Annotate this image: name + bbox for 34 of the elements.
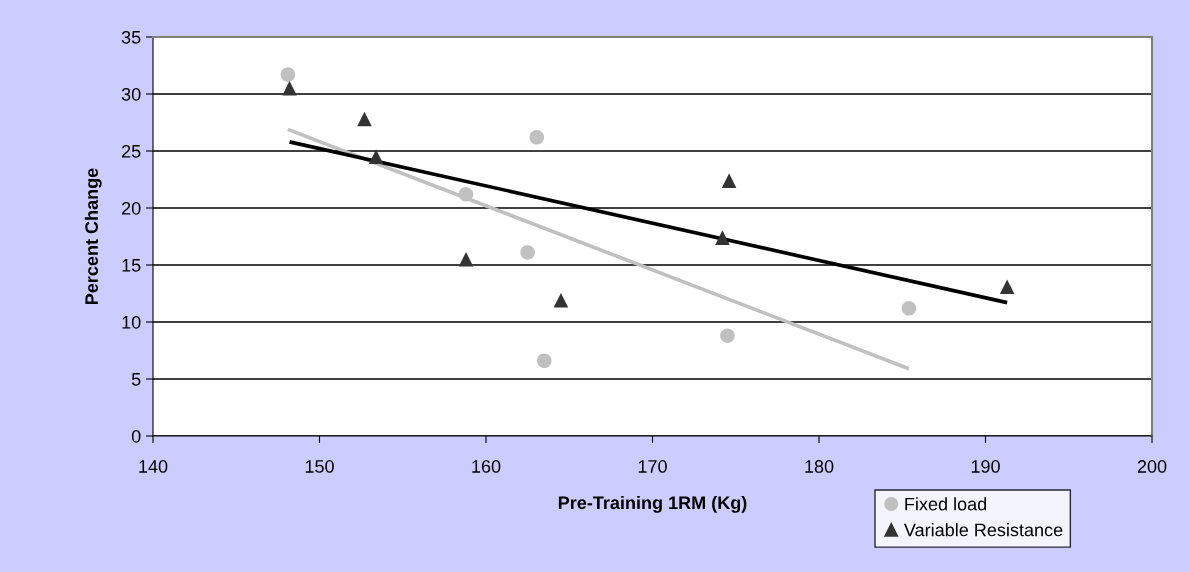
y-tick-label: 15 <box>122 259 141 272</box>
point <box>553 293 569 308</box>
point <box>357 111 372 127</box>
y-tick-label: 25 <box>122 144 141 158</box>
y-tick-label: 0 <box>131 429 141 443</box>
point <box>721 173 737 188</box>
point <box>715 230 730 245</box>
y-tick-label: 35 <box>121 30 141 44</box>
point <box>720 328 735 343</box>
x-tick-label: 160 <box>472 460 501 473</box>
x-tick-label: 150 <box>305 460 334 473</box>
y-tick-label: 30 <box>121 87 141 101</box>
point <box>458 252 474 267</box>
legend-label: Variable Resistance <box>903 523 1063 537</box>
point <box>536 353 552 369</box>
point <box>458 187 474 202</box>
legend-label: Fixed load <box>905 497 987 511</box>
point <box>368 149 384 164</box>
x-tick-label: 170 <box>638 460 667 473</box>
point <box>901 301 917 316</box>
x-axis-title: Pre-Training 1RM (Kg) <box>558 495 747 513</box>
x-tick-label: 200 <box>1137 460 1167 473</box>
y-axis-title: Percent Change <box>84 168 102 305</box>
point <box>529 130 545 145</box>
x-tick-label: 180 <box>805 460 834 473</box>
y-tick-label: 10 <box>122 315 141 329</box>
x-tick-label: 190 <box>971 460 1000 473</box>
x-tick-label: 140 <box>139 460 168 473</box>
y-tick-label: 5 <box>131 373 141 386</box>
point <box>282 81 297 96</box>
point <box>999 279 1015 294</box>
point <box>520 245 535 260</box>
point <box>280 67 296 82</box>
y-tick-label: 20 <box>122 201 141 215</box>
